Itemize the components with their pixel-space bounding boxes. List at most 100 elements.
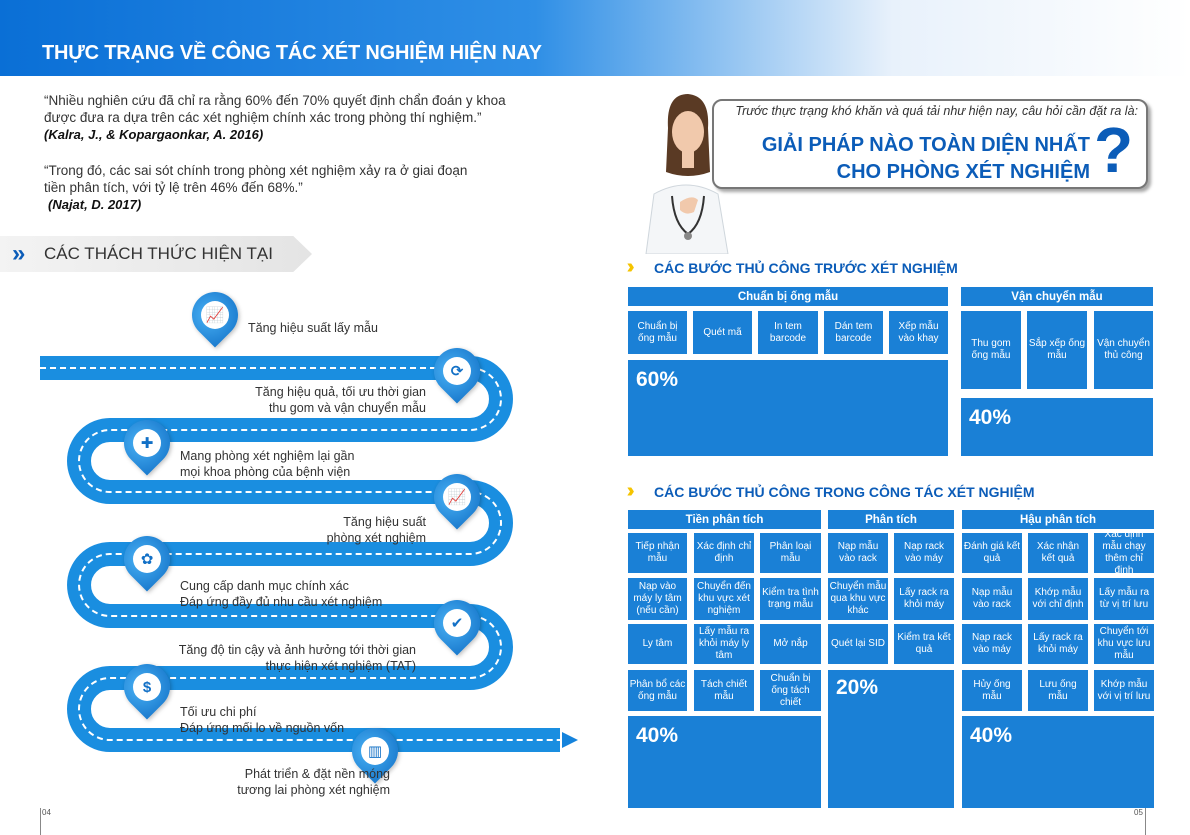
- challenge-line-2: phòng xét nghiệm: [326, 531, 426, 545]
- quote-2-citation: (Najat, D. 2017): [48, 197, 142, 212]
- step-cell: Quét lại SID: [828, 624, 888, 664]
- group-tien-phan-tich: Tiền phân tích: [628, 510, 821, 529]
- step-cell: Thu gom ống mẫu: [961, 311, 1021, 389]
- challenge-line-1: Phát triển & đặt nền móng: [244, 767, 390, 781]
- step-cell: Chuyển mẫu qua khu vực khác: [828, 578, 888, 620]
- step-cell: Quét mã: [693, 311, 752, 354]
- brain-icon: ✿: [133, 545, 161, 573]
- page-number-left: 04: [42, 808, 51, 817]
- challenge-line-2: Đáp ứng đầy đủ nhu cầu xét nghiệm: [180, 595, 383, 609]
- step-cell: Phân loại mẫu: [760, 533, 821, 573]
- pre-percent-2: 40%: [969, 406, 1012, 429]
- quote-1-citation: (Kalra, J., & Kopargaonkar, A. 2016): [44, 127, 264, 142]
- pre-percent-1: 60%: [636, 368, 679, 391]
- step-cell: Nạp vào máy ly tâm (nếu cần): [628, 578, 687, 620]
- step-cell: In tem barcode: [758, 311, 818, 354]
- question-box: [712, 99, 1148, 189]
- doctor-illustration: [645, 94, 729, 254]
- test-percent-box-2: 20%: [828, 670, 954, 808]
- step-cell: Nạp rack vào máy: [894, 533, 954, 573]
- quote-1-line2: được đưa ra dựa trên các xét nghiệm chín…: [44, 110, 482, 125]
- pre-percent-box-2: 40%: [961, 398, 1153, 456]
- page-divider-right: [1145, 808, 1146, 835]
- header-band: [0, 0, 1190, 76]
- challenge-line-1: Cung cấp danh mục chính xác: [180, 579, 349, 593]
- challenge-item-2: Tăng hiệu quả, tối ưu thời gian thu gom v…: [186, 384, 426, 416]
- step-cell: Phân bổ các ống mẫu: [628, 670, 687, 711]
- challenges-banner: [0, 236, 312, 272]
- page-divider-left: [40, 808, 41, 835]
- challenge-line-2: mọi khoa phòng của bệnh viện: [180, 465, 351, 479]
- test-percent-box-3: 40%: [962, 716, 1154, 808]
- test-percent-1: 40%: [636, 724, 679, 747]
- test-steps-title: CÁC BƯỚC THỦ CÔNG TRONG CÔNG TÁC XÉT NGH…: [654, 484, 1035, 500]
- group-phan-tich: Phân tích: [828, 510, 954, 529]
- question-mark-icon: ?: [1094, 114, 1134, 186]
- step-cell: Lấy mẫu ra khỏi máy ly tâm: [694, 624, 754, 664]
- challenge-item-5: Cung cấp danh mục chính xác Đáp ứng đầy đ…: [180, 578, 420, 610]
- page-number-right: 05: [1134, 808, 1143, 817]
- challenge-line-2: thực hiện xét nghiệm (TAT): [265, 659, 416, 673]
- step-cell: Xếp mẫu vào khay: [889, 311, 948, 354]
- group-van-chuyen-mau: Vận chuyển mẫu: [961, 287, 1153, 306]
- coins-icon: $: [133, 673, 161, 701]
- step-cell: Tiếp nhận mẫu: [628, 533, 687, 573]
- step-cell: Mở nắp: [760, 624, 821, 664]
- challenge-line-1: Tăng hiệu quả, tối ưu thời gian: [255, 385, 426, 399]
- pre-steps-title: CÁC BƯỚC THỦ CÔNG TRƯỚC XÉT NGHIỆM: [654, 260, 958, 276]
- test-percent-3: 40%: [970, 724, 1013, 747]
- challenge-line-1: Tăng độ tin cậy và ảnh hưởng tới thời gi…: [178, 643, 416, 657]
- step-cell: Hủy ống mẫu: [962, 670, 1022, 711]
- step-cell: Xác định chỉ định: [694, 533, 754, 573]
- challenge-line-1: Tăng hiệu suất lấy mẫu: [248, 321, 378, 335]
- shield-check-icon: ✔: [443, 609, 471, 637]
- step-cell: Chuyển đến khu vực xét nghiệm: [694, 578, 754, 620]
- step-cell: Kiểm tra tình trạng mẫu: [760, 578, 821, 620]
- challenge-line-1: Tối ưu chi phí: [180, 705, 257, 719]
- step-cell: Khớp mẫu với chỉ định: [1028, 578, 1088, 620]
- quote-2-line1: “Trong đó, các sai sót chính trong phòng…: [44, 163, 468, 178]
- step-cell: Kiểm tra kết quả: [894, 624, 954, 664]
- step-cell: Nạp mẫu vào rack: [962, 578, 1022, 620]
- challenge-item-3: Mang phòng xét nghiệm lại gần mọi khoa ph…: [180, 448, 420, 480]
- page-title: THỰC TRẠNG VỀ CÔNG TÁC XÉT NGHIỆM HIỆN N…: [42, 42, 542, 64]
- challenge-item-7: Tối ưu chi phí Đáp ứng mối lo về nguồn vố…: [180, 704, 420, 736]
- step-cell: Lưu ống mẫu: [1028, 670, 1088, 711]
- challenge-item-1: Tăng hiệu suất lấy mẫu: [248, 320, 488, 336]
- step-cell: Chuyển tới khu vực lưu mẫu: [1094, 624, 1154, 664]
- question-line-2: CHO PHÒNG XÉT NGHIỆM: [836, 161, 1090, 183]
- quote-2-line2: tiền phân tích, với tỷ lệ trên 46% đến 6…: [44, 180, 303, 195]
- step-cell: Đánh giá kết quả: [962, 533, 1022, 573]
- question-intro: Trước thực trạng khó khăn và quá tải như…: [735, 104, 1138, 118]
- step-cell: Xác nhận kết quả: [1028, 533, 1088, 573]
- test-percent-2: 20%: [836, 676, 879, 699]
- building-icon: ▥: [361, 737, 389, 765]
- group-chuan-bi-ong-mau: Chuẩn bị ống mẫu: [628, 287, 948, 306]
- refresh-icon: ⟳: [443, 357, 471, 385]
- challenges-title: CÁC THÁCH THỨC HIỆN TẠI: [44, 244, 273, 263]
- step-cell: Chuẩn bị ống tách chiết: [760, 670, 821, 711]
- challenge-item-4: Tăng hiệu suất phòng xét nghiệm: [186, 514, 426, 546]
- pre-percent-box-1: 60%: [628, 360, 948, 456]
- medical-cross-icon: ✚: [133, 429, 161, 457]
- challenge-item-8: Phát triển & đặt nền móng tương lai phòng…: [150, 766, 390, 798]
- group-hau-phan-tich: Hậu phân tích: [962, 510, 1154, 529]
- test-percent-box-1: 40%: [628, 716, 821, 808]
- step-cell: Nạp rack vào máy: [962, 624, 1022, 664]
- double-chevron-icon: »: [12, 240, 26, 267]
- step-cell: Lấy rack ra khỏi máy: [1028, 624, 1088, 664]
- step-cell: Xác định mẫu chạy thêm chỉ định: [1094, 529, 1154, 576]
- winding-road: [40, 356, 578, 752]
- step-cell: Chuẩn bị ống mẫu: [628, 311, 687, 354]
- step-cell: Tách chiết mẫu: [694, 670, 754, 711]
- step-cell: Ly tâm: [628, 624, 687, 664]
- quote-2: “Trong đó, các sai sót chính trong phòng…: [44, 162, 467, 213]
- chart-up-icon: 📈: [201, 301, 229, 329]
- quote-1-line1: “Nhiều nghiên cứu đã chỉ ra rằng 60% đến…: [44, 93, 506, 108]
- step-cell: Lấy rack ra khỏi máy: [894, 578, 954, 620]
- challenge-line-2: thu gom và vận chuyển mẫu: [268, 401, 426, 415]
- chart-up-icon: 📈: [443, 483, 471, 511]
- step-cell: Sắp xếp ống mẫu: [1027, 311, 1087, 389]
- question-line-1: GIẢI PHÁP NÀO TOÀN DIỆN NHẤT: [761, 134, 1090, 156]
- challenge-line-2: tương lai phòng xét nghiệm: [237, 783, 390, 797]
